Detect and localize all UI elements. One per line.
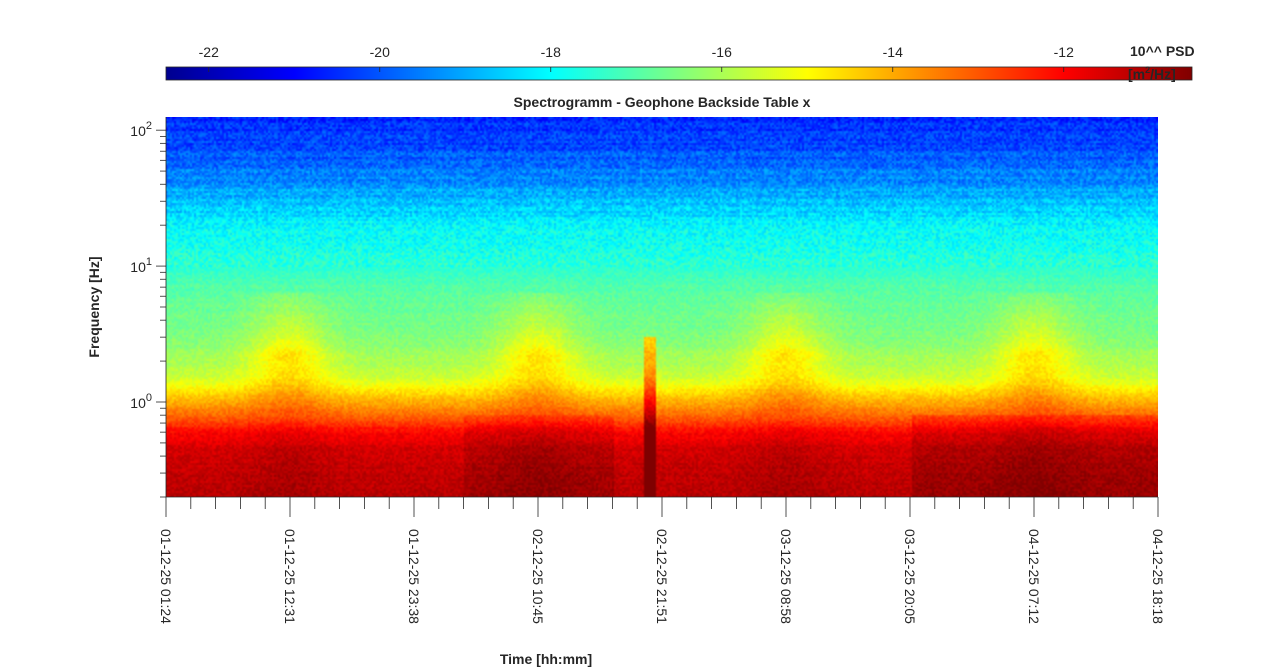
- x-tick-label: 03-12-25 08:58: [778, 529, 794, 624]
- x-tick-label: 04-12-25 18:18: [1150, 529, 1166, 624]
- spectrogram-heatmap: [166, 117, 1158, 497]
- y-tick-label: 102: [130, 120, 152, 139]
- colorbar: -22 -20 -18 -16 -14 -12 10^^ PSD [m2/Hz]: [165, 43, 1195, 82]
- x-axis: 01-12-25 01:24 01-12-25 12:31 01-12-25 23:…: [158, 496, 1166, 624]
- x-tick-label: 02-12-25 10:45: [530, 529, 546, 624]
- x-tick-label: 01-12-25 01:24: [158, 529, 174, 624]
- x-tick-label: 04-12-25 07:12: [1026, 529, 1042, 624]
- colorbar-tick-label: -12: [1054, 44, 1074, 60]
- colorbar-gradient: [165, 66, 1193, 81]
- colorbar-tick-label: -18: [541, 44, 561, 60]
- x-tick-label: 03-12-25 20:05: [902, 529, 918, 624]
- colorbar-tick-label: -20: [370, 44, 390, 60]
- y-tick-label: 100: [130, 392, 152, 411]
- x-axis-label: Time [hh:mm]: [500, 651, 592, 667]
- y-tick-label: 101: [130, 256, 152, 275]
- colorbar-tick-label: -16: [712, 44, 732, 60]
- x-tick-label: 01-12-25 12:31: [282, 529, 298, 624]
- colorbar-tick-label: -22: [199, 44, 219, 60]
- chart-title: Spectrogramm - Geophone Backside Table x: [514, 94, 811, 110]
- y-axis-label: Frequency [Hz]: [86, 256, 102, 357]
- colorbar-tick-label: -14: [883, 44, 903, 60]
- x-tick-label: 01-12-25 23:38: [406, 529, 422, 624]
- colorbar-label-units: [m2/Hz]: [1128, 65, 1176, 82]
- colorbar-label-psd: 10^^ PSD: [1130, 43, 1195, 59]
- y-axis: 100 101 102: [130, 117, 167, 498]
- x-tick-label: 02-12-25 21:51: [654, 529, 670, 624]
- colorbar-ticks: -22 -20 -18 -16 -14 -12: [199, 44, 1074, 72]
